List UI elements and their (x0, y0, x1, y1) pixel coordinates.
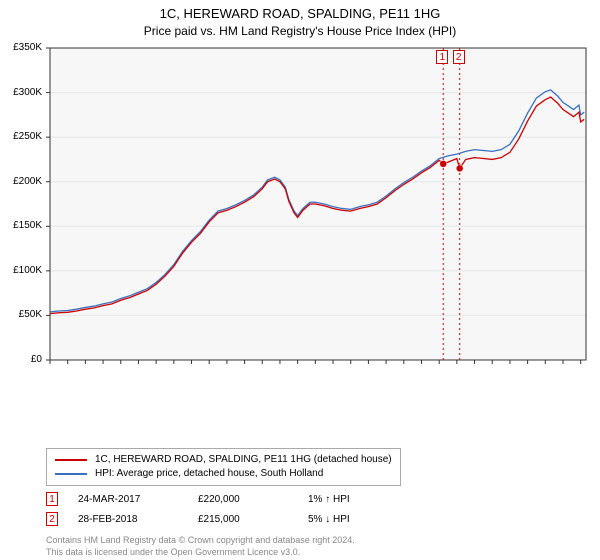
copyright-line-1: Contains HM Land Registry data © Crown c… (46, 534, 355, 546)
plot-area: 1995199619971998199920002001200220032004… (46, 44, 590, 404)
marker-box-1: 1 (436, 50, 448, 64)
sale-marker-1-id: 1 (49, 494, 55, 505)
ytick-label: £300K (0, 87, 42, 98)
sale-2-price: £215,000 (198, 514, 308, 525)
sale-row-1: 1 24-MAR-2017 £220,000 1% ↑ HPI (46, 492, 590, 506)
legend-swatch-1 (55, 459, 87, 461)
ytick-label: £50K (0, 309, 42, 320)
sale-1-date: 24-MAR-2017 (78, 494, 198, 505)
ytick-label: £200K (0, 176, 42, 187)
legend-text-1: 1C, HEREWARD ROAD, SPALDING, PE11 1HG (d… (95, 453, 392, 467)
copyright: Contains HM Land Registry data © Crown c… (46, 534, 355, 558)
chart-container: 1C, HEREWARD ROAD, SPALDING, PE11 1HG Pr… (0, 0, 600, 560)
legend: 1C, HEREWARD ROAD, SPALDING, PE11 1HG (d… (46, 448, 401, 486)
sale-marker-dot (440, 160, 447, 167)
sale-1-price: £220,000 (198, 494, 308, 505)
ytick-label: £0 (0, 354, 42, 365)
copyright-line-2: This data is licensed under the Open Gov… (46, 546, 355, 558)
sale-marker-1: 1 (46, 492, 58, 506)
legend-swatch-2 (55, 473, 87, 475)
sale-marker-2-id: 2 (49, 514, 55, 525)
sale-1-delta: 1% ↑ HPI (308, 494, 408, 505)
chart-title: 1C, HEREWARD ROAD, SPALDING, PE11 1HG (0, 6, 600, 21)
sale-2-delta: 5% ↓ HPI (308, 514, 408, 525)
legend-text-2: HPI: Average price, detached house, Sout… (95, 467, 323, 481)
legend-row-1: 1C, HEREWARD ROAD, SPALDING, PE11 1HG (d… (55, 453, 392, 467)
sale-marker-2: 2 (46, 512, 58, 526)
ytick-label: £100K (0, 265, 42, 276)
ytick-label: £150K (0, 220, 42, 231)
ytick-label: £250K (0, 131, 42, 142)
marker-box-2: 2 (453, 50, 465, 64)
chart-svg: 1995199619971998199920002001200220032004… (46, 44, 590, 404)
sale-2-date: 28-FEB-2018 (78, 514, 198, 525)
ytick-label: £350K (0, 42, 42, 53)
chart-subtitle: Price paid vs. HM Land Registry's House … (0, 24, 600, 38)
sale-row-2: 2 28-FEB-2018 £215,000 5% ↓ HPI (46, 512, 590, 526)
sale-marker-dot (456, 165, 463, 172)
legend-row-2: HPI: Average price, detached house, Sout… (55, 467, 392, 481)
